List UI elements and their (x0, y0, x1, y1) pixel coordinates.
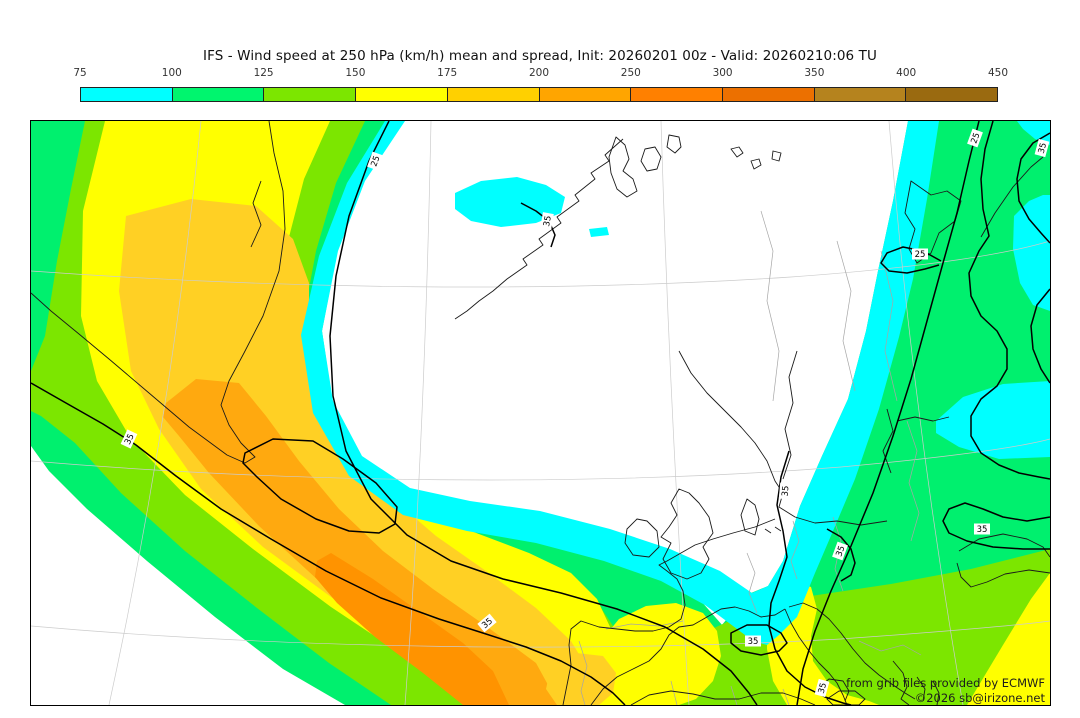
contour-label: 25 (912, 248, 928, 260)
spread-contour-35-black-sea (942, 502, 1050, 550)
colorbar-segment (264, 88, 357, 101)
colorbar-tick-label: 125 (253, 67, 274, 79)
map-canvas: 25 25 35 35 35 35 35 35 35 35 25 35 from… (31, 121, 1050, 705)
contour-labels-layer: 25 25 35 35 35 35 35 35 35 35 25 35 (120, 128, 1050, 698)
svg-text:25: 25 (369, 155, 382, 169)
colorbar-segment (81, 88, 173, 101)
colorbar-tick-label: 150 (345, 67, 366, 79)
spread-contour-35-adriatic-arc (826, 528, 856, 582)
contour-label: 25 (967, 128, 983, 148)
svg-text:35: 35 (977, 525, 988, 535)
svg-text:35: 35 (817, 682, 829, 695)
adriatic-balkan-coastline (788, 602, 916, 700)
arctic-islands-coastline (730, 146, 1044, 238)
spread-contours-layer (31, 121, 1050, 705)
colorbar-tick-label: 400 (896, 67, 917, 79)
contour-label: 25 (367, 151, 383, 171)
graticule-layer (31, 121, 1050, 705)
colorbar-segment (722, 88, 815, 101)
contour-label: 35 (1034, 138, 1050, 158)
britain-coastline (660, 488, 714, 580)
svg-text:35: 35 (123, 432, 137, 446)
page-title: IFS - Wind speed at 250 hPa (km/h) mean … (203, 48, 877, 64)
norway-fjord-coastline (454, 138, 624, 320)
colorbar-tick-label: 200 (528, 67, 550, 79)
colorbar-segment (906, 88, 998, 101)
spread-contour-35-right-edge (1016, 132, 1050, 384)
coastlines-layer (31, 121, 1050, 705)
contour-label: 35 (745, 635, 761, 647)
spread-contour-35-jet (31, 382, 626, 705)
mediterranean-coastline (590, 606, 786, 705)
colorbar-tick-label: 300 (712, 67, 733, 79)
cyan-pocket-ne-corner (1017, 121, 1050, 145)
south-band-125 (636, 549, 1050, 705)
colorbar-tick-label: 450 (987, 67, 1009, 79)
scandinavia-baltic-coastline (678, 350, 950, 526)
spread-contour-35-west-med-loop (730, 624, 788, 656)
contour-label: 35 (778, 482, 792, 500)
colorbar-tick-label: 75 (73, 67, 87, 79)
colorbar-segment (814, 88, 907, 101)
cyan-patch-norway-coast (455, 177, 565, 227)
colorbar-segment (539, 88, 632, 101)
svg-text:35: 35 (748, 637, 759, 647)
greenland-coastline (31, 121, 286, 464)
contour-label: 35 (120, 429, 138, 449)
svg-text:25: 25 (915, 250, 926, 260)
svg-text:35: 35 (1037, 142, 1049, 155)
jet-band-200 (163, 379, 559, 705)
kola-white-sea-coastline (904, 180, 962, 264)
spread-contour-25-west (329, 121, 758, 705)
colorbar-segments (80, 87, 998, 102)
iberia-band-175 (546, 653, 616, 705)
france-iberia-coastline (562, 518, 776, 705)
cyan-dash (589, 227, 609, 237)
attribution-source: from grib files provided by ECMWF (846, 676, 1045, 690)
attribution: from grib files provided by ECMWF ©2026 … (846, 676, 1045, 705)
spread-contour-35-core-loop (242, 438, 398, 534)
weather-map: 25 25 35 35 35 35 35 35 35 35 25 35 from… (30, 120, 1051, 706)
colorbar-segment (356, 88, 448, 101)
italy-coastline (784, 608, 866, 705)
ireland-coastline (624, 518, 660, 558)
corner-band-150 (967, 573, 1050, 705)
spread-contour-35-east-loop (968, 121, 1050, 480)
colorbar-tick-label: 250 (620, 67, 641, 79)
colorbar-tick-label: 175 (437, 67, 458, 79)
contour-label: 35 (814, 678, 830, 698)
attribution-copyright: ©2026 sb@irizone.net (915, 691, 1046, 705)
colorbar-ticks: 75 100 125 150 175 200 250 300 350 400 450 (73, 67, 1008, 82)
greece-aegean-coastline (892, 660, 940, 705)
colorbar-segment (172, 88, 265, 101)
jet-band-250 (315, 553, 509, 705)
borders-layer (578, 210, 922, 705)
cyan-pocket-east (1013, 195, 1050, 311)
colorbar-segment (447, 88, 540, 101)
svg-text:25: 25 (969, 132, 982, 146)
svg-text:35: 35 (542, 215, 554, 227)
contour-label: 35 (540, 212, 554, 230)
contour-label: 35 (974, 523, 990, 535)
svg-text:35: 35 (781, 485, 792, 497)
cyan-pocket-east-mid (936, 381, 1050, 459)
cyan-collar-band (301, 121, 939, 645)
colorbar-tick-label: 100 (161, 67, 182, 79)
iberia-band-150 (595, 603, 721, 705)
svg-text:35: 35 (834, 545, 847, 559)
contour-label: 35 (832, 541, 848, 561)
wind-speed-fill-layer (31, 121, 1050, 705)
denmark-coastline (740, 498, 782, 536)
svalbard-coastline (608, 134, 682, 198)
colorbar-segment (631, 88, 723, 101)
jet-band-175 (119, 199, 597, 705)
colorbar-tick-label: 350 (804, 67, 825, 79)
